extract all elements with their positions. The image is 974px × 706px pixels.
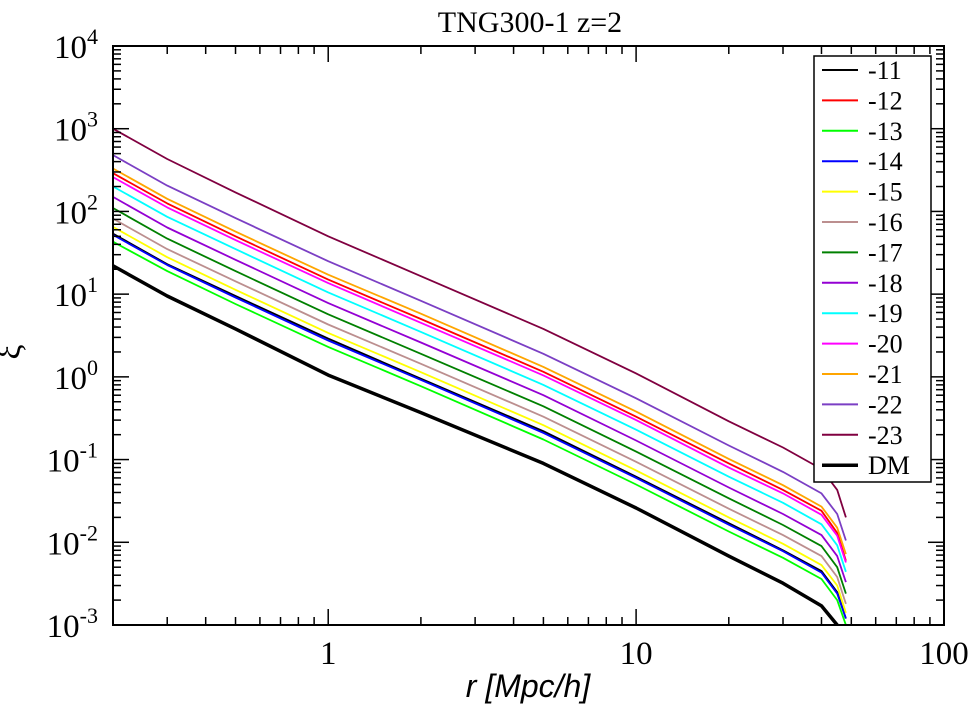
legend-label: -18	[868, 269, 903, 298]
series-line	[113, 207, 847, 594]
legend-label: -22	[868, 390, 903, 419]
y-tick-label: 10-2	[47, 520, 98, 562]
legend-label: -23	[868, 421, 903, 450]
legend-label: -17	[868, 238, 903, 267]
legend-entries: -11-12-13-14-15-16-17-18-19-20-21-22-23D…	[822, 56, 910, 480]
series-line	[113, 217, 847, 605]
y-tick-label: 102	[54, 189, 98, 231]
x-tick-label: 100	[919, 636, 969, 672]
series-line	[113, 185, 847, 573]
legend-box	[813, 55, 932, 483]
series-line	[113, 154, 847, 541]
series-line	[113, 264, 840, 625]
y-tick-label: 100	[54, 355, 98, 397]
y-tick-label: 103	[54, 107, 98, 149]
series-line	[113, 234, 847, 619]
data-series-group	[113, 127, 847, 625]
legend-label: -16	[868, 208, 903, 237]
x-tick-label: 1	[320, 636, 337, 672]
chart-title: TNG300-1 z=2	[438, 6, 622, 39]
legend-label: -11	[868, 56, 902, 85]
series-line	[113, 232, 847, 619]
series-line	[113, 226, 847, 614]
legend-label: -14	[868, 147, 903, 176]
series-line	[113, 176, 847, 563]
legend-label: -13	[868, 117, 903, 146]
y-tick-labels: 10-3 10-2 10-1 100 101 102 103 104	[47, 24, 98, 645]
series-line	[113, 240, 847, 625]
y-axis-label: ξ	[0, 344, 28, 359]
legend-label: -19	[868, 299, 903, 328]
y-tick-label: 10-3	[47, 603, 98, 645]
series-line	[113, 196, 847, 583]
x-tick-label: 10	[620, 636, 653, 672]
legend-label: -15	[868, 178, 903, 207]
plot-frame	[112, 45, 945, 626]
series-line	[113, 172, 847, 561]
legend-label: -21	[868, 360, 903, 389]
legend-label: -20	[868, 330, 903, 359]
legend-label: -12	[868, 86, 903, 115]
y-tick-label: 104	[54, 24, 98, 66]
x-tick-labels: 1 10 100	[320, 636, 969, 672]
x-axis-label: r [Mpc/h]	[466, 668, 592, 704]
legend: -11-12-13-14-15-16-17-18-19-20-21-22-23D…	[813, 55, 932, 483]
series-line	[113, 167, 847, 555]
axis-ticks	[112, 45, 945, 626]
legend-label: DM	[868, 451, 910, 480]
y-tick-label: 10-1	[47, 438, 98, 480]
y-tick-label: 101	[54, 272, 98, 314]
